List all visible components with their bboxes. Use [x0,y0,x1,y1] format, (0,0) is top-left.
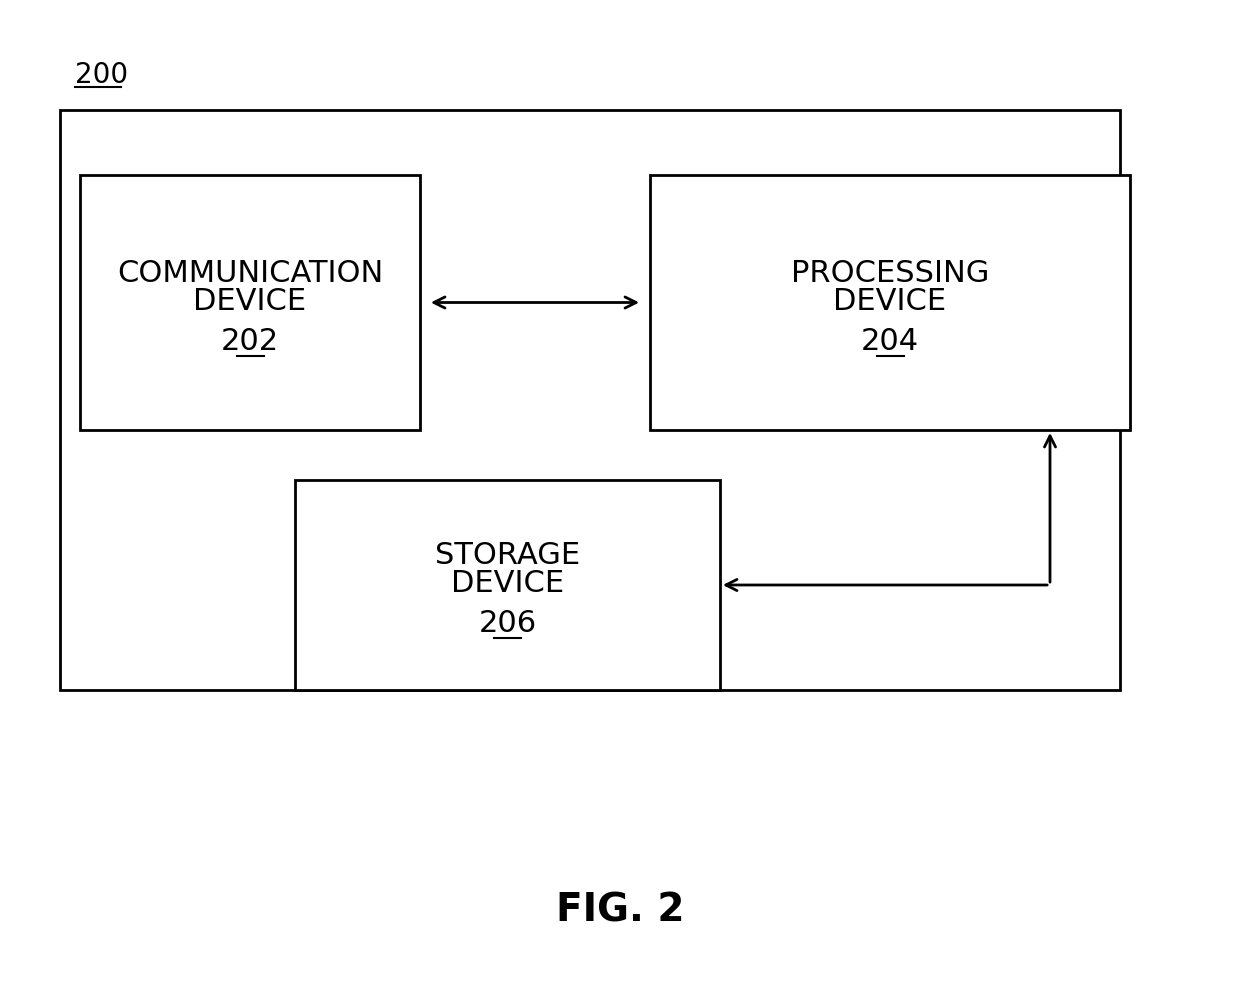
Bar [295,480,720,690]
Text: 204: 204 [861,327,919,356]
Text: COMMUNICATION: COMMUNICATION [117,259,383,288]
Bar [60,110,1120,690]
Text: 200: 200 [74,61,128,89]
Text: DEVICE: DEVICE [193,287,306,316]
Text: 206: 206 [479,609,537,638]
Text: 202: 202 [221,327,279,356]
Bar [650,175,1130,430]
Text: FIG. 2: FIG. 2 [556,891,684,929]
Text: STORAGE: STORAGE [435,541,580,570]
Text: PROCESSING: PROCESSING [791,259,990,288]
Text: DEVICE: DEVICE [451,569,564,598]
Bar [81,175,420,430]
Text: DEVICE: DEVICE [833,287,946,316]
